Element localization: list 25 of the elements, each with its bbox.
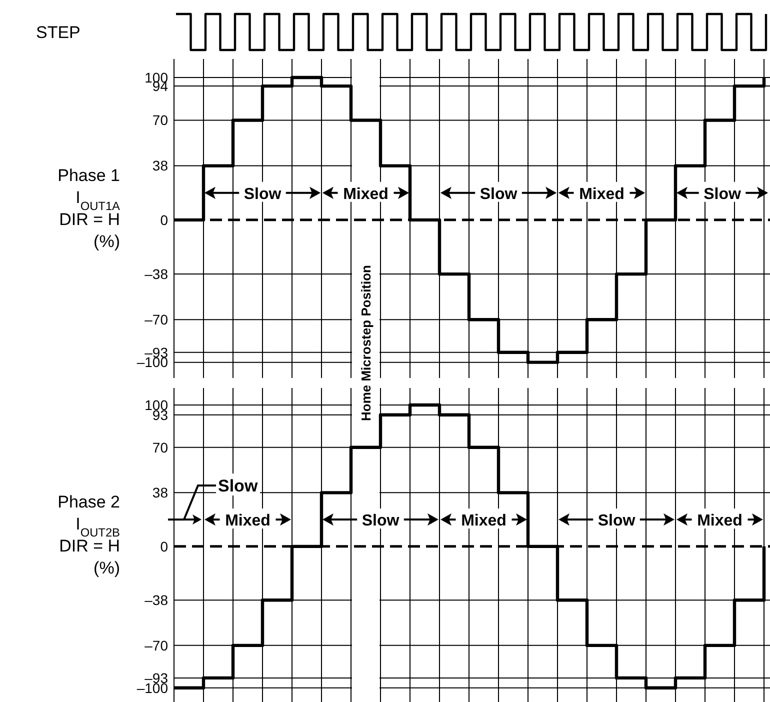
y-tick-label: –70 — [144, 637, 168, 654]
annotation: Slow — [244, 186, 282, 203]
annotation: Mixed — [461, 512, 506, 530]
annotation: Mixed — [579, 186, 624, 203]
y-tick-label: 70 — [152, 112, 168, 128]
annotation: Slow — [362, 512, 400, 530]
annotation: Slow — [598, 512, 636, 530]
y-tick-label: –70 — [144, 312, 168, 328]
annotation: Home Microstep Position — [358, 264, 374, 422]
annotation: Slow — [480, 186, 518, 203]
annotation: Mixed — [225, 512, 270, 530]
y-tick-label: 0 — [160, 538, 168, 554]
y-tick-label: 38 — [152, 484, 168, 501]
y-axis-title: Phase 1 I$_{OUT1A}$ DIR = H (%) — [58, 166, 120, 251]
y-tick-label: –38 — [144, 266, 168, 282]
y-tick-label: –38 — [144, 592, 168, 608]
y-tick-label: 0 — [160, 212, 168, 228]
y-tick-label: 38 — [152, 158, 168, 174]
annotation: Mixed — [697, 512, 742, 530]
y-axis-title: Phase 2 I$_{OUT2B}$ DIR = H (%) — [58, 492, 120, 578]
y-axis-title: STEP — [36, 22, 80, 42]
annotation: Slow — [704, 186, 742, 203]
annotation: Mixed — [343, 186, 388, 203]
annotation: Slow — [218, 476, 258, 496]
y-tick-label: 70 — [152, 439, 168, 456]
